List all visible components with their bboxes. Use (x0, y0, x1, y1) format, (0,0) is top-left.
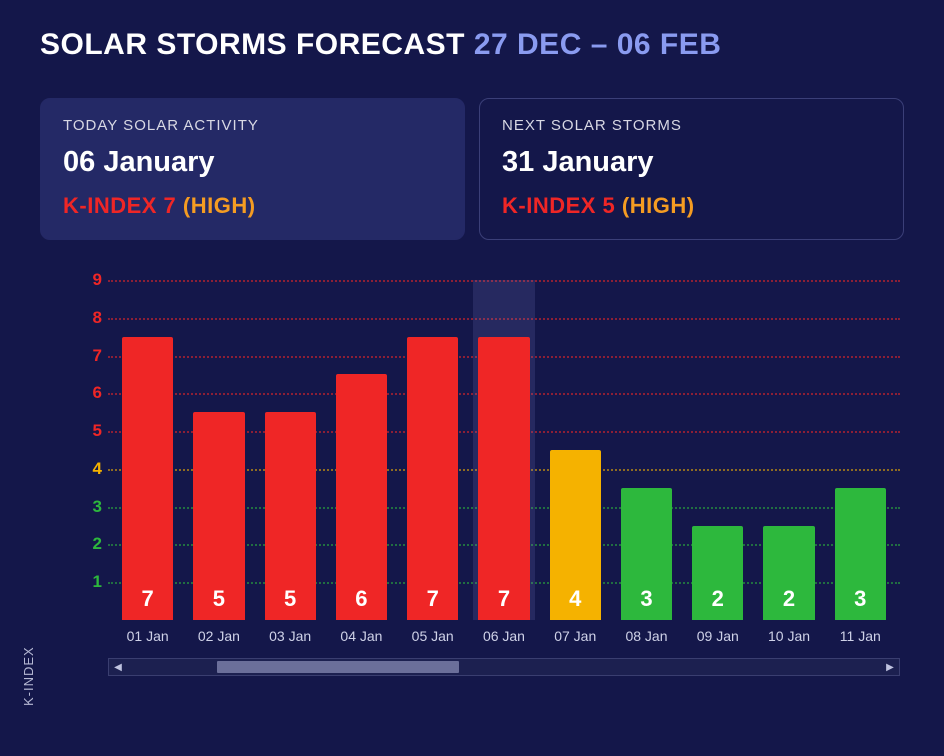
bar-slot: 7 (112, 280, 183, 620)
xlabel: 09 Jan (682, 628, 753, 644)
bar-slot: 7 (397, 280, 468, 620)
bar[interactable]: 7 (478, 337, 529, 620)
xlabel: 06 Jan (468, 628, 539, 644)
ytick-label: 2 (82, 534, 102, 554)
card-next-kindex: K-INDEX 5 (HIGH) (502, 193, 881, 219)
bar[interactable]: 3 (621, 488, 672, 620)
bar-slot: 6 (326, 280, 397, 620)
ytick-label: 1 (82, 572, 102, 592)
scroll-left-arrow[interactable]: ◀ (109, 659, 127, 675)
bar[interactable]: 5 (265, 412, 316, 620)
card-next-label: NEXT SOLAR STORMS (502, 117, 881, 134)
scroll-right-arrow[interactable]: ▶ (881, 659, 899, 675)
ytick-label: 8 (82, 308, 102, 328)
chart-bars: 75567743223 (108, 280, 900, 620)
ytick-label: 6 (82, 383, 102, 403)
xlabel: 04 Jan (326, 628, 397, 644)
bar[interactable]: 3 (835, 488, 886, 620)
scroll-thumb[interactable] (217, 661, 458, 673)
xlabel: 05 Jan (397, 628, 468, 644)
xlabel: 01 Jan (112, 628, 183, 644)
bar[interactable]: 7 (407, 337, 458, 620)
xlabel: 08 Jan (611, 628, 682, 644)
title-prefix: SOLAR STORMS FORECAST (40, 28, 474, 61)
bar-slot: 5 (183, 280, 254, 620)
page-title: SOLAR STORMS FORECAST 27 DEC – 06 FEB (40, 28, 904, 62)
kindex-chart: K-INDEX 75567743223 123456789 01 Jan02 J… (80, 280, 900, 676)
bar-slot: 7 (468, 280, 539, 620)
bar-slot: 2 (753, 280, 824, 620)
scroll-track[interactable] (127, 659, 881, 675)
bar-slot: 2 (682, 280, 753, 620)
card-today-label: TODAY SOLAR ACTIVITY (63, 117, 442, 134)
xlabel: 07 Jan (540, 628, 611, 644)
card-next-date: 31 January (502, 146, 881, 179)
card-today-level: (HIGH) (183, 193, 256, 218)
bar[interactable]: 2 (692, 526, 743, 620)
card-next-kindex-value: K-INDEX 5 (502, 193, 615, 218)
title-daterange: 27 DEC – 06 FEB (474, 28, 722, 61)
ytick-label: 3 (82, 497, 102, 517)
ytick-label: 5 (82, 421, 102, 441)
card-next-storms[interactable]: NEXT SOLAR STORMS 31 January K-INDEX 5 (… (479, 98, 904, 240)
chart-plot: 75567743223 123456789 (108, 280, 900, 620)
chart-yaxis (80, 280, 108, 620)
xlabel: 10 Jan (753, 628, 824, 644)
bar[interactable]: 2 (763, 526, 814, 620)
ytick-label: 9 (82, 270, 102, 290)
card-today-date: 06 January (63, 146, 442, 179)
summary-cards: TODAY SOLAR ACTIVITY 06 January K-INDEX … (40, 98, 904, 240)
bar-slot: 5 (255, 280, 326, 620)
xlabel: 02 Jan (183, 628, 254, 644)
bar[interactable]: 5 (193, 412, 244, 620)
bar-slot: 3 (611, 280, 682, 620)
bar[interactable]: 4 (550, 450, 601, 620)
card-today-kindex: K-INDEX 7 (HIGH) (63, 193, 442, 219)
bar[interactable]: 7 (122, 337, 173, 620)
chart-area: 75567743223 123456789 (80, 280, 900, 620)
chart-ylabel: K-INDEX (21, 646, 36, 706)
ytick-label: 7 (82, 346, 102, 366)
chart-scrollbar[interactable]: ◀ ▶ (108, 658, 900, 676)
xlabel: 11 Jan (825, 628, 896, 644)
bar-slot: 3 (825, 280, 896, 620)
ytick-label: 4 (82, 459, 102, 479)
bar[interactable]: 6 (336, 374, 387, 620)
card-today-activity[interactable]: TODAY SOLAR ACTIVITY 06 January K-INDEX … (40, 98, 465, 240)
card-next-level: (HIGH) (622, 193, 695, 218)
card-today-kindex-value: K-INDEX 7 (63, 193, 176, 218)
chart-xlabels: 01 Jan02 Jan03 Jan04 Jan05 Jan06 Jan07 J… (108, 620, 900, 644)
xlabel: 03 Jan (255, 628, 326, 644)
bar-slot: 4 (540, 280, 611, 620)
